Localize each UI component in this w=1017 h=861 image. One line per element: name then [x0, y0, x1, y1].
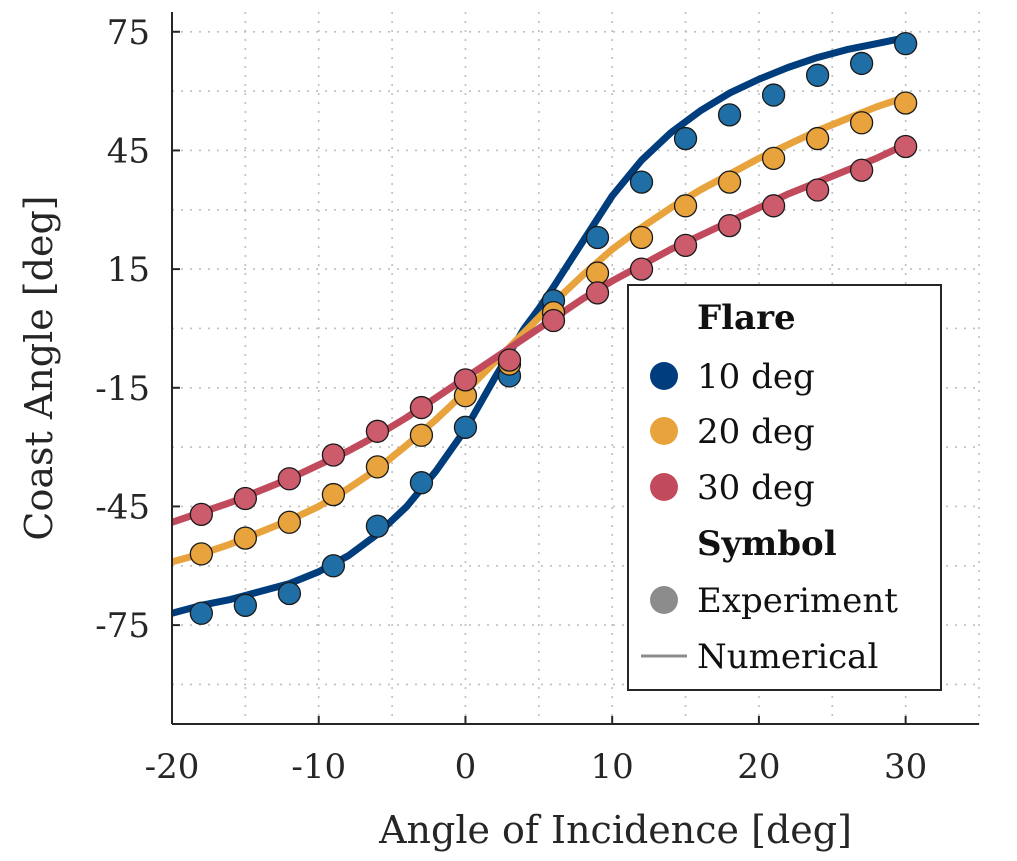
experiment-point-30-deg	[365, 419, 390, 443]
experiment-point-10-deg	[893, 31, 918, 56]
legend-title-flare: Flare	[697, 298, 796, 338]
legend-label-numerical: Numerical	[697, 637, 878, 677]
legend-marker-20-deg	[650, 417, 678, 445]
experiment-point-20-deg	[893, 91, 918, 115]
experiment-point-30-deg	[497, 348, 522, 372]
experiment-point-20-deg	[805, 126, 830, 151]
y-tick-label: -15	[95, 369, 150, 409]
experiment-point-30-deg	[189, 502, 213, 527]
legend-title-symbol: Symbol	[697, 524, 837, 564]
experiment-point-20-deg	[585, 261, 610, 285]
experiment-point-20-deg	[761, 146, 786, 171]
experiment-point-10-deg	[409, 471, 434, 495]
experiment-point-10-deg	[189, 601, 213, 625]
experiment-point-30-deg	[233, 486, 258, 511]
legend: Flare 10 deg 20 deg 30 deg Symbol Experi…	[627, 284, 942, 691]
experiment-point-10-deg	[233, 593, 258, 617]
legend-box	[627, 284, 942, 691]
experiment-point-30-deg	[805, 178, 830, 202]
experiment-point-30-deg	[541, 308, 566, 333]
experiment-point-20-deg	[849, 111, 874, 135]
experiment-point-10-deg	[673, 126, 698, 151]
experiment-point-10-deg	[761, 83, 786, 107]
experiment-point-10-deg	[629, 170, 654, 194]
axes	[171, 12, 979, 725]
experiment-point-30-deg	[629, 257, 654, 281]
x-tick-label: -20	[145, 747, 200, 787]
x-tick-label: 20	[737, 747, 780, 787]
experiment-point-30-deg	[893, 134, 918, 159]
experiment-point-30-deg	[453, 368, 478, 392]
experiment-point-20-deg	[189, 542, 213, 566]
experiment-point-20-deg	[673, 194, 698, 218]
experiment-point-20-deg	[277, 510, 302, 534]
experiment-point-10-deg	[277, 581, 302, 606]
experiment-point-30-deg	[717, 213, 742, 238]
legend-label-10-deg: 10 deg	[697, 357, 815, 397]
experiment-point-30-deg	[321, 443, 346, 467]
experiment-point-10-deg	[849, 51, 874, 76]
experiment-point-20-deg	[717, 170, 742, 194]
experiment-point-10-deg	[805, 63, 830, 87]
legend-label-experiment: Experiment	[697, 581, 898, 621]
experiment-point-10-deg	[321, 554, 346, 578]
x-tick-label: 0	[455, 747, 477, 787]
x-tick-label: 30	[884, 747, 927, 787]
experiment-point-20-deg	[629, 225, 654, 250]
experiment-point-10-deg	[365, 514, 390, 538]
x-axis-title: Angle of Incidence [deg]	[378, 808, 852, 852]
experiment-point-20-deg	[233, 526, 258, 550]
y-tick-label: 15	[107, 250, 150, 290]
experiment-point-10-deg	[585, 225, 610, 250]
legend-marker-10-deg	[650, 362, 678, 390]
experiment-point-30-deg	[277, 467, 302, 491]
experiment-point-30-deg	[585, 281, 610, 305]
legend-marker-30-deg	[650, 473, 678, 501]
legend-label-30-deg: 30 deg	[697, 468, 815, 508]
legend-marker-experiment	[650, 586, 678, 614]
x-tick-label: 10	[591, 747, 634, 787]
experiment-point-30-deg	[849, 158, 874, 182]
tick-labels: -20 -10 0 10 20 30 -75 -45 -15 15 45 75	[95, 13, 927, 787]
experiment-point-30-deg	[673, 233, 698, 258]
y-tick-label: -75	[95, 606, 150, 646]
y-tick-label: 45	[107, 131, 150, 171]
experiment-point-30-deg	[761, 194, 786, 218]
experiment-markers	[189, 31, 918, 625]
numerical-curve-10-deg	[171, 34, 907, 617]
y-tick-label: -45	[95, 487, 150, 527]
experiment-point-30-deg	[409, 395, 434, 420]
experiment-point-10-deg	[453, 415, 478, 439]
y-tick-label: 75	[107, 13, 150, 53]
experiment-point-20-deg	[321, 482, 346, 507]
experiment-point-20-deg	[409, 423, 434, 447]
legend-label-20-deg: 20 deg	[697, 412, 815, 452]
y-axis-title: Coast Angle [deg]	[17, 195, 61, 540]
x-tick-label: -10	[291, 747, 346, 787]
experiment-point-10-deg	[717, 103, 742, 127]
experiment-point-20-deg	[365, 455, 390, 479]
